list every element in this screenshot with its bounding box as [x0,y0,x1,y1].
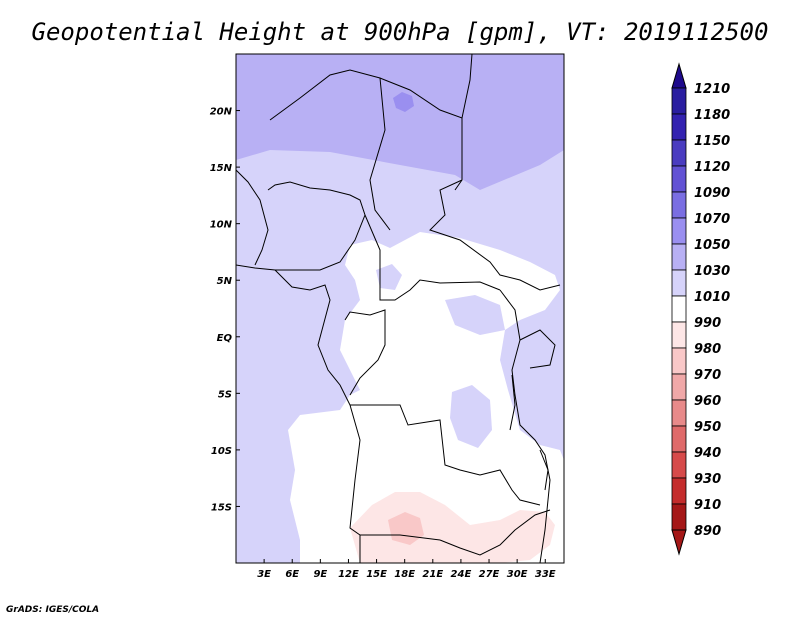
x-tick-label: 12E [338,569,359,580]
boundary-line-east [499,289,551,563]
boundary-line-congo [344,309,386,396]
y-tick-label: 10S [211,446,232,457]
colorbar-swatch [671,503,687,531]
x-tick-label: 3E [257,569,271,580]
country-boundaries [236,54,561,563]
colorbar-bottom-arrow [671,529,687,556]
contour-band-980 [350,492,555,563]
colorbar-swatch [671,191,687,219]
boundary-line-lake-malawi [539,449,549,491]
colorbar-swatch [671,295,687,323]
colorbar-swatch [671,217,687,245]
map-plot-area: 3E 6E 9E 12E 15E 18E 21E 24E 27E 30E 33E 20N 15N 10N 5… [210,53,565,580]
boundary-line-zambia [439,509,551,556]
boundary-line-north [269,54,473,121]
boundary-line-west-africa [236,169,269,266]
y-tick-label: 10N [210,220,233,231]
boundary-line-lake-tanganyika [509,374,516,431]
colorbar-level-label: 890 [694,524,721,539]
boundary-line-angola [349,404,441,541]
x-tick-label: 21E [422,569,443,580]
colorbar-level-label: 960 [694,394,721,409]
y-tick-label: 20N [210,107,233,118]
x-tick-label: 15E [366,569,387,580]
x-tick-label: 24E [451,569,472,580]
colorbar-swatch [671,87,687,115]
boundary-line-car [364,214,501,301]
colorbar-level-label: 1050 [694,238,730,253]
x-tick-label: 33E [535,569,556,580]
colorbar-swatch [671,425,687,453]
colorbar-level-label: 1070 [694,212,730,227]
colorbar-swatch [671,139,687,167]
boundary-line-sudan [429,179,561,291]
colorbar-level-label: 1150 [694,134,730,149]
boundary-line-lake-victoria [519,329,556,369]
y-tick-label: 15S [211,502,232,513]
contour-band-1010-patch-a [445,295,505,335]
y-tick-label: 5N [217,276,233,287]
colorbar-level-label: 940 [694,446,721,461]
colorbar-swatch [671,347,687,375]
contour-band-1030 [236,54,564,190]
colorbar-level-label: 1010 [694,290,730,305]
colorbar-swatch [671,321,687,349]
contour-band-1010-patch-b [450,385,492,448]
colorbar-top-arrow [671,62,687,89]
y-tick-label: 15N [210,163,233,174]
axes: 3E 6E 9E 12E 15E 18E 21E 24E 27E 30E 33E 20N 15N 10N 5… [210,107,556,580]
colorbar-level-label: 910 [694,498,721,513]
contour-band-1050 [393,92,414,112]
colorbar-swatch [671,113,687,141]
x-tick-label: 18E [394,569,415,580]
colorbar-level-label: 1090 [694,186,730,201]
colorbar-level-label: 980 [694,342,721,357]
colorbar-level-label: 970 [694,368,721,383]
colorbar-level-label: 1030 [694,264,730,279]
colorbar-level-label: 930 [694,472,721,487]
colorbar-swatch [671,451,687,479]
colorbar-level-label: 1180 [694,108,730,123]
colorbar-legend: 1210 1180 1150 1120 1090 1070 1050 1030 1010 990 9… [671,62,730,556]
colorbar-level-label: 950 [694,420,721,435]
x-tick-label: 27E [479,569,500,580]
boundary-line-nigeria [267,181,366,271]
colorbar-swatch [671,243,687,271]
colorbar-swatch [671,269,687,297]
x-tick-label: 6E [285,569,299,580]
y-tick-label: 5S [218,389,232,400]
plot-frame [235,53,565,564]
colorbar-swatch [671,373,687,401]
colorbar-level-label: 1210 [694,82,730,97]
x-tick-label: 30E [507,569,528,580]
colorbar-swatch [671,399,687,427]
boundary-line-chad [369,77,391,231]
boundary-line-drc-south [350,404,541,506]
contour-fills [236,54,564,563]
colorbar-level-label: 1120 [694,160,730,175]
colorbar-swatch [671,477,687,505]
boundary-line-coast-west [236,264,351,406]
y-tick-label: EQ [217,333,233,344]
colorbar-level-label: 990 [694,316,721,331]
colorbar-swatch [671,165,687,193]
software-credit: GrADS: IGES/COLA [6,605,99,615]
chart-title: Geopotential Height at 900hPa [gpm], VT:… [32,18,769,46]
contour-band-1010-patch-c [376,264,402,290]
x-tick-label: 9E [313,569,327,580]
